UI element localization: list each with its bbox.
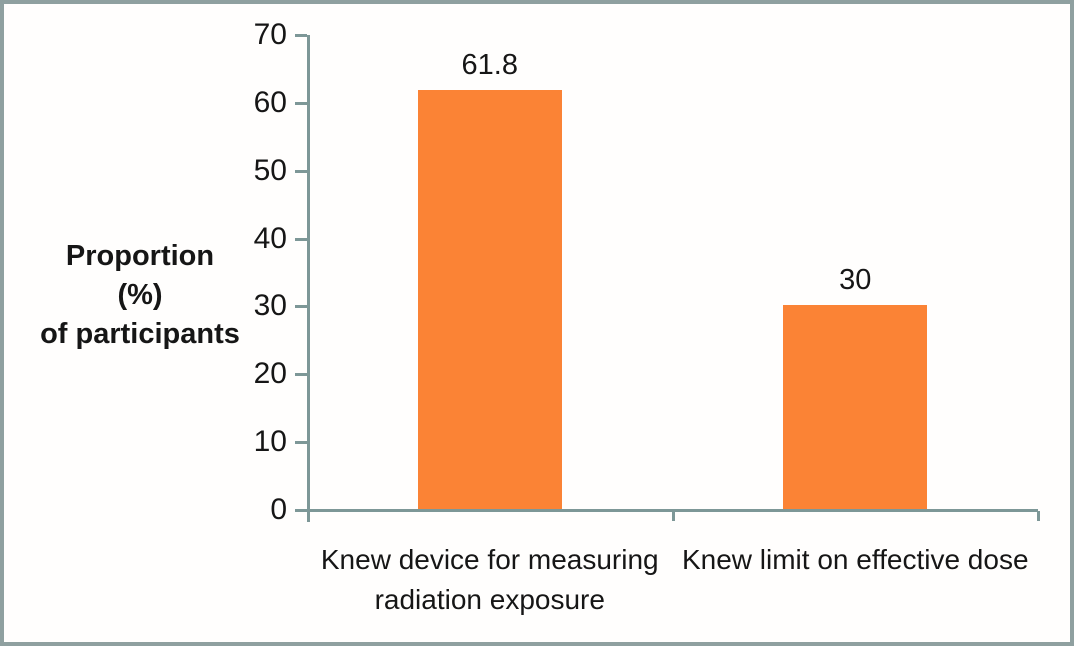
y-axis-tick xyxy=(295,441,307,445)
x-axis-tick xyxy=(1037,511,1040,521)
y-axis-tick-label: 20 xyxy=(253,357,287,391)
y-axis-tick xyxy=(295,305,307,309)
y-axis-tick-label: 40 xyxy=(253,221,287,255)
y-axis-tick xyxy=(295,101,307,105)
bar xyxy=(783,305,928,509)
y-axis-title-line1: Proportion (%) xyxy=(65,240,215,311)
y-axis-tick xyxy=(295,373,307,377)
x-axis-category-label: Knew limit on effective dose xyxy=(681,544,1029,575)
bar-value-label: 61.8 xyxy=(461,48,518,81)
x-axis-tick xyxy=(671,511,675,521)
y-axis-tick xyxy=(295,509,307,512)
y-axis-tick xyxy=(295,169,307,173)
bar-value-label: 30 xyxy=(839,264,872,297)
y-axis-tick-label: 30 xyxy=(253,289,287,323)
y-axis-line xyxy=(307,35,310,522)
x-axis-category-label: Knew device for measuring radiation expo… xyxy=(320,544,659,615)
y-axis-tick-label: 70 xyxy=(253,18,287,51)
y-axis-tick-label: 0 xyxy=(270,493,287,526)
y-axis-title-line2: of participants xyxy=(40,318,240,350)
y-axis-tick xyxy=(295,237,307,241)
y-axis-tick-label: 10 xyxy=(253,425,287,459)
bar xyxy=(417,89,562,509)
y-axis-tick-label: 60 xyxy=(253,85,287,119)
x-axis-line xyxy=(307,509,1038,512)
y-axis-tick xyxy=(295,34,307,37)
y-axis-tick-label: 50 xyxy=(253,153,287,187)
y-axis-title: Proportion (%) of participants xyxy=(40,237,240,354)
